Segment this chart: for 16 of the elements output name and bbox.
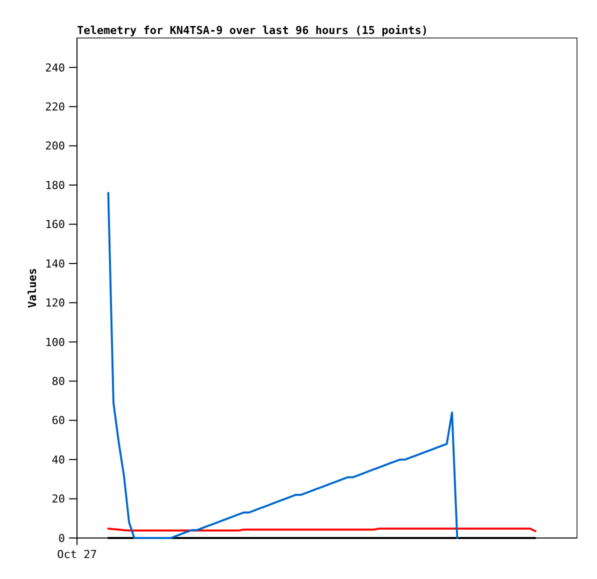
x-tick-label: Oct 27 — [57, 548, 97, 561]
y-tick-label: 100 — [45, 336, 65, 349]
y-tick-label: 80 — [52, 374, 65, 388]
y-axis-title: Values — [26, 268, 39, 308]
chart-title: Telemetry for KN4TSA-9 over last 96 hours (15 points) — [77, 24, 428, 37]
y-tick-label: 0 — [58, 532, 65, 545]
y-tick-label: 140 — [45, 257, 65, 270]
y-tick-label: 120 — [45, 296, 65, 310]
y-tick-label: 20 — [52, 492, 65, 506]
y-tick-label: 60 — [52, 414, 65, 428]
y-tick-label: 240 — [45, 61, 65, 74]
y-tick-label: 180 — [45, 178, 65, 192]
y-tick-label: 160 — [45, 218, 65, 232]
y-tick-label: 220 — [45, 100, 65, 114]
y-tick-label: 40 — [52, 453, 65, 466]
y-tick-label: 200 — [45, 140, 65, 153]
